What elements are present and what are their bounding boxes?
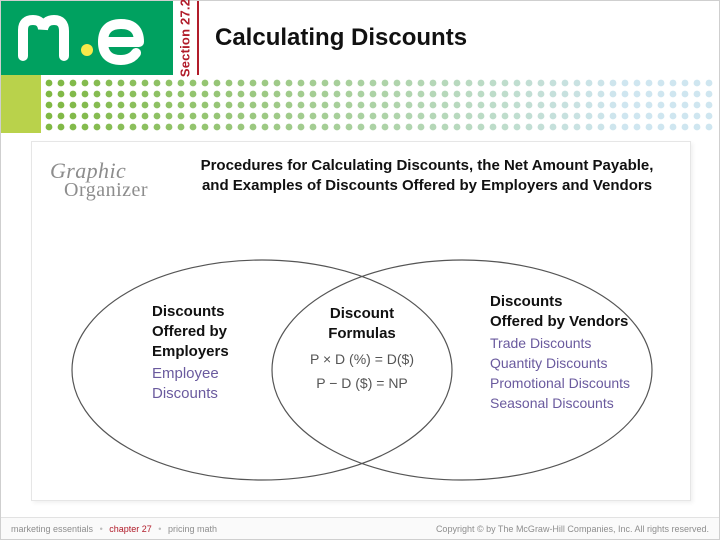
dot-band (1, 75, 719, 133)
dot-pattern (41, 75, 720, 133)
svg-text:P × D (%) = D($): P × D (%) = D($) (310, 351, 414, 367)
graphic-organizer-logo: Graphic Organizer (50, 160, 172, 200)
dot-band-left-block (1, 75, 41, 133)
section-tab: Section 27.2 (173, 1, 199, 75)
svg-text:Employers: Employers (152, 343, 229, 360)
svg-text:Employee: Employee (152, 365, 219, 382)
section-label: Section 27.2 (178, 0, 193, 77)
footer-topic: pricing math (168, 524, 217, 534)
content-card: Graphic Organizer Procedures for Calcula… (31, 141, 691, 501)
svg-text:Quantity Discounts: Quantity Discounts (490, 355, 608, 371)
footer-right: Copyright © by The McGraw-Hill Companies… (436, 524, 709, 534)
title-bar: Calculating Discounts (199, 1, 719, 75)
footer-copyright: Copyright © by The McGraw-Hill Companies… (436, 524, 709, 534)
svg-text:Discounts: Discounts (152, 303, 225, 320)
svg-text:Promotional Discounts: Promotional Discounts (490, 375, 630, 391)
brand-logo (1, 1, 173, 75)
footer-sep: • (100, 524, 103, 534)
svg-text:Discounts: Discounts (152, 385, 218, 402)
venn-svg: Discounts Offered by Employers Employee Disc… (32, 220, 692, 490)
svg-text:P − D ($) = NP: P − D ($) = NP (316, 375, 408, 391)
svg-text:Discounts: Discounts (490, 293, 563, 310)
footer-chapter: chapter 27 (109, 524, 152, 534)
svg-text:Discount: Discount (330, 305, 394, 322)
svg-text:Offered by: Offered by (152, 323, 228, 340)
footer: marketing essentials • chapter 27 • pric… (1, 517, 719, 539)
page-title: Calculating Discounts (215, 24, 467, 52)
svg-text:Offered by Vendors: Offered by Vendors (490, 313, 628, 330)
venn-diagram: Discounts Offered by Employers Employee Disc… (32, 220, 692, 490)
content-subtitle: Procedures for Calculating Discounts, th… (192, 156, 662, 195)
go-logo-line2: Organizer (64, 180, 172, 200)
footer-left: marketing essentials • chapter 27 • pric… (11, 524, 217, 534)
svg-text:Seasonal Discounts: Seasonal Discounts (490, 395, 614, 411)
me-logo-icon (17, 8, 157, 68)
slide: Section 27.2 Calculating Discounts Graph… (0, 0, 720, 540)
footer-brand: marketing essentials (11, 524, 93, 534)
svg-text:Trade Discounts: Trade Discounts (490, 335, 591, 351)
footer-sep: • (158, 524, 161, 534)
svg-text:Formulas: Formulas (328, 325, 396, 342)
header: Section 27.2 Calculating Discounts (1, 1, 719, 75)
